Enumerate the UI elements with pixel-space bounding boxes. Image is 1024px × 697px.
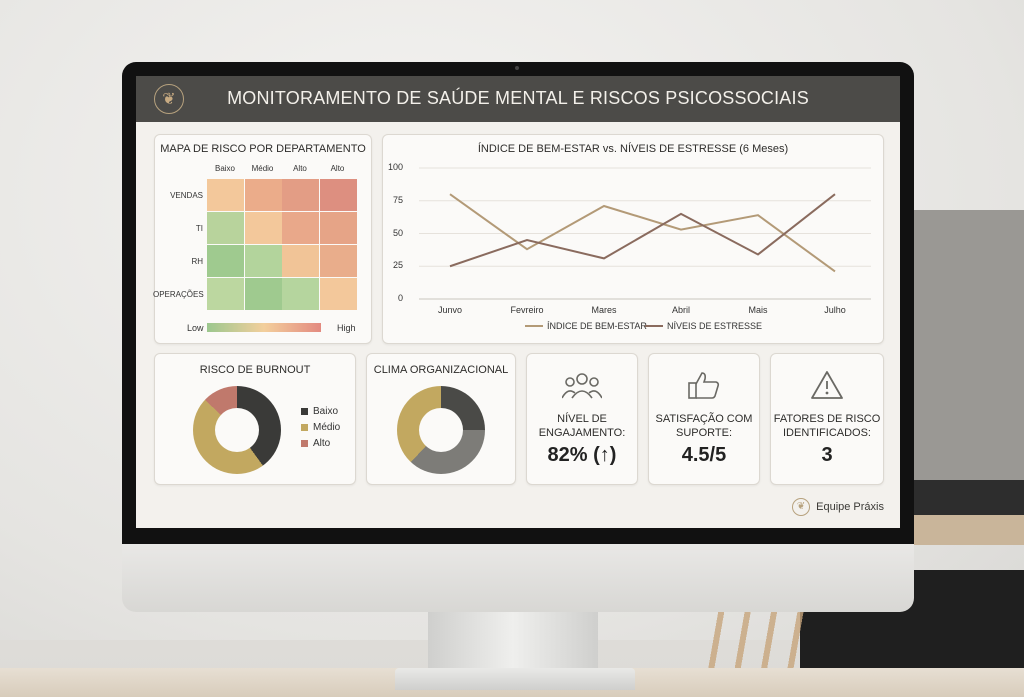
people-icon bbox=[527, 370, 637, 407]
x-tick-label: Fevreiro bbox=[510, 305, 544, 315]
risk-factors-label: FATORES DE RISCO IDENTIFICADOS: bbox=[773, 413, 881, 439]
x-tick-label: Julho bbox=[824, 305, 846, 315]
engagement-value: 82% (↑) bbox=[547, 444, 617, 466]
burnout-donut-chart bbox=[193, 386, 281, 474]
heatmap-column-label: Alto bbox=[330, 164, 345, 173]
heatmap-cell bbox=[207, 245, 244, 277]
heatmap-row-label: VENDAS bbox=[170, 191, 203, 200]
series-line bbox=[449, 193, 836, 268]
warning-icon bbox=[771, 370, 883, 407]
legend-label: ÍNDICE DE BEM-ESTAR bbox=[547, 321, 647, 331]
heatmap-column-label: Baixo bbox=[214, 164, 235, 173]
legend-label: Médio bbox=[313, 422, 341, 433]
heatmap-cell bbox=[282, 212, 319, 244]
heatmap-cell bbox=[319, 245, 357, 277]
monitor-stand-base bbox=[395, 668, 635, 690]
heatmap-cell bbox=[244, 212, 282, 244]
heatmap-legend-high: High bbox=[337, 323, 356, 333]
clima-donut-chart bbox=[397, 386, 485, 474]
x-tick-label: Mais bbox=[748, 305, 768, 315]
heatmap-row-label: OPERAÇÕES bbox=[153, 290, 204, 299]
risk-factors-value: 3 bbox=[821, 444, 833, 466]
heatmap-legend-low: Low bbox=[187, 323, 204, 333]
heatmap-row-label: TI bbox=[195, 224, 203, 233]
support-satisfaction-kpi-card: SATISFAÇÃO COM SUPORTE: 4.5/5 bbox=[648, 353, 760, 485]
heatmap-cell bbox=[207, 212, 244, 244]
heatmap-column-label: Médio bbox=[251, 164, 274, 173]
x-tick-label: Abril bbox=[671, 305, 690, 315]
heatmap-cell bbox=[244, 245, 282, 277]
heatmap-cell bbox=[319, 278, 357, 310]
engagement-kpi-card: NÍVEL DE ENGAJAMENTO: 82% (↑) bbox=[526, 353, 638, 485]
y-tick-label: 50 bbox=[392, 227, 403, 238]
risk-heatmap-card: MAPA DE RISCO POR DEPARTAMENTO Baixo Médi… bbox=[153, 134, 372, 344]
risk-factors-kpi-card: FATORES DE RISCO IDENTIFICADOS: 3 bbox=[770, 353, 884, 485]
x-tick-label: Mares bbox=[591, 305, 617, 315]
support-satisfaction-label: SATISFAÇÃO COM SUPORTE: bbox=[655, 413, 753, 439]
heatmap-row-label: RH bbox=[191, 257, 203, 266]
burnout-legend-item: Médio bbox=[301, 422, 340, 433]
burnout-legend-item: Alto bbox=[301, 438, 330, 449]
thumbs-up-icon bbox=[649, 370, 759, 407]
footer-brand: ❦ Equipe Práxis bbox=[792, 498, 884, 516]
legend-item: ÍNDICE DE BEM-ESTAR bbox=[525, 321, 647, 331]
monitor-stand bbox=[428, 612, 598, 674]
line-chart-plot bbox=[419, 167, 871, 300]
background-shelf-dark bbox=[910, 480, 1024, 520]
heatmap-title: MAPA DE RISCO POR DEPARTAMENTO bbox=[160, 143, 366, 155]
legend-swatch bbox=[525, 325, 543, 327]
org-climate-card: CLIMA ORGANIZACIONAL bbox=[366, 353, 516, 485]
burnout-title: RISCO DE BURNOUT bbox=[199, 364, 311, 376]
wellbeing-stress-chart-card: ÍNDICE DE BEM-ESTAR vs. NÍVEIS DE ESTRES… bbox=[382, 134, 884, 344]
heatmap-cell bbox=[244, 278, 282, 310]
y-tick-label: 75 bbox=[392, 194, 403, 205]
heatmap-cell bbox=[207, 278, 244, 310]
heatmap-legend-gradient bbox=[207, 323, 321, 332]
leaf-logo-icon: ❦ bbox=[154, 84, 184, 114]
y-tick-label: 0 bbox=[397, 293, 403, 303]
heatmap-cell bbox=[244, 179, 282, 211]
legend-swatch bbox=[301, 424, 308, 431]
footer-brand-name: Equipe Práxis bbox=[816, 501, 884, 513]
burnout-legend-item: Baixo bbox=[301, 406, 338, 417]
background-shelf bbox=[910, 210, 1024, 510]
legend-label: NÍVEIS DE ESTRESSE bbox=[667, 321, 763, 331]
legend-label: Alto bbox=[313, 438, 331, 449]
legend-swatch bbox=[301, 408, 308, 415]
burnout-risk-card: RISCO DE BURNOUT Baixo Médio Alto bbox=[154, 353, 356, 485]
x-tick-label: Junvo bbox=[437, 305, 463, 315]
heatmap-cell bbox=[282, 245, 319, 277]
clima-title: CLIMA ORGANIZACIONAL bbox=[373, 364, 509, 376]
legend-swatch bbox=[301, 440, 308, 447]
line-chart-title: ÍNDICE DE BEM-ESTAR vs. NÍVEIS DE ESTRES… bbox=[477, 143, 789, 155]
engagement-label: NÍVEL DE ENGAJAMENTO: bbox=[538, 413, 626, 439]
dashboard-header: ❦ MONITORAMENTO DE SAÚDE MENTAL E RISCOS… bbox=[136, 76, 900, 122]
heatmap-cell bbox=[282, 179, 319, 211]
legend-swatch bbox=[645, 325, 663, 327]
brand-logo-icon: ❦ bbox=[792, 498, 811, 516]
legend-item: NÍVEIS DE ESTRESSE bbox=[645, 321, 762, 331]
legend-label: Baixo bbox=[313, 406, 339, 417]
series-line bbox=[449, 193, 836, 273]
y-tick-label: 25 bbox=[392, 260, 403, 271]
heatmap-column-label: Alto bbox=[293, 164, 307, 173]
heatmap-cell bbox=[319, 179, 357, 211]
dashboard-screen: ❦ MONITORAMENTO DE SAÚDE MENTAL E RISCOS… bbox=[136, 76, 900, 528]
monitor-chin bbox=[122, 544, 914, 612]
y-tick-label: 100 bbox=[387, 162, 403, 172]
support-satisfaction-value: 4.5/5 bbox=[681, 444, 727, 466]
dashboard-title: MONITORAMENTO DE SAÚDE MENTAL E RISCOS P… bbox=[227, 88, 809, 108]
heatmap-cell bbox=[282, 278, 319, 310]
monitor-camera bbox=[515, 66, 519, 70]
heatmap-cell bbox=[319, 212, 357, 244]
heatmap-cell bbox=[207, 179, 244, 211]
